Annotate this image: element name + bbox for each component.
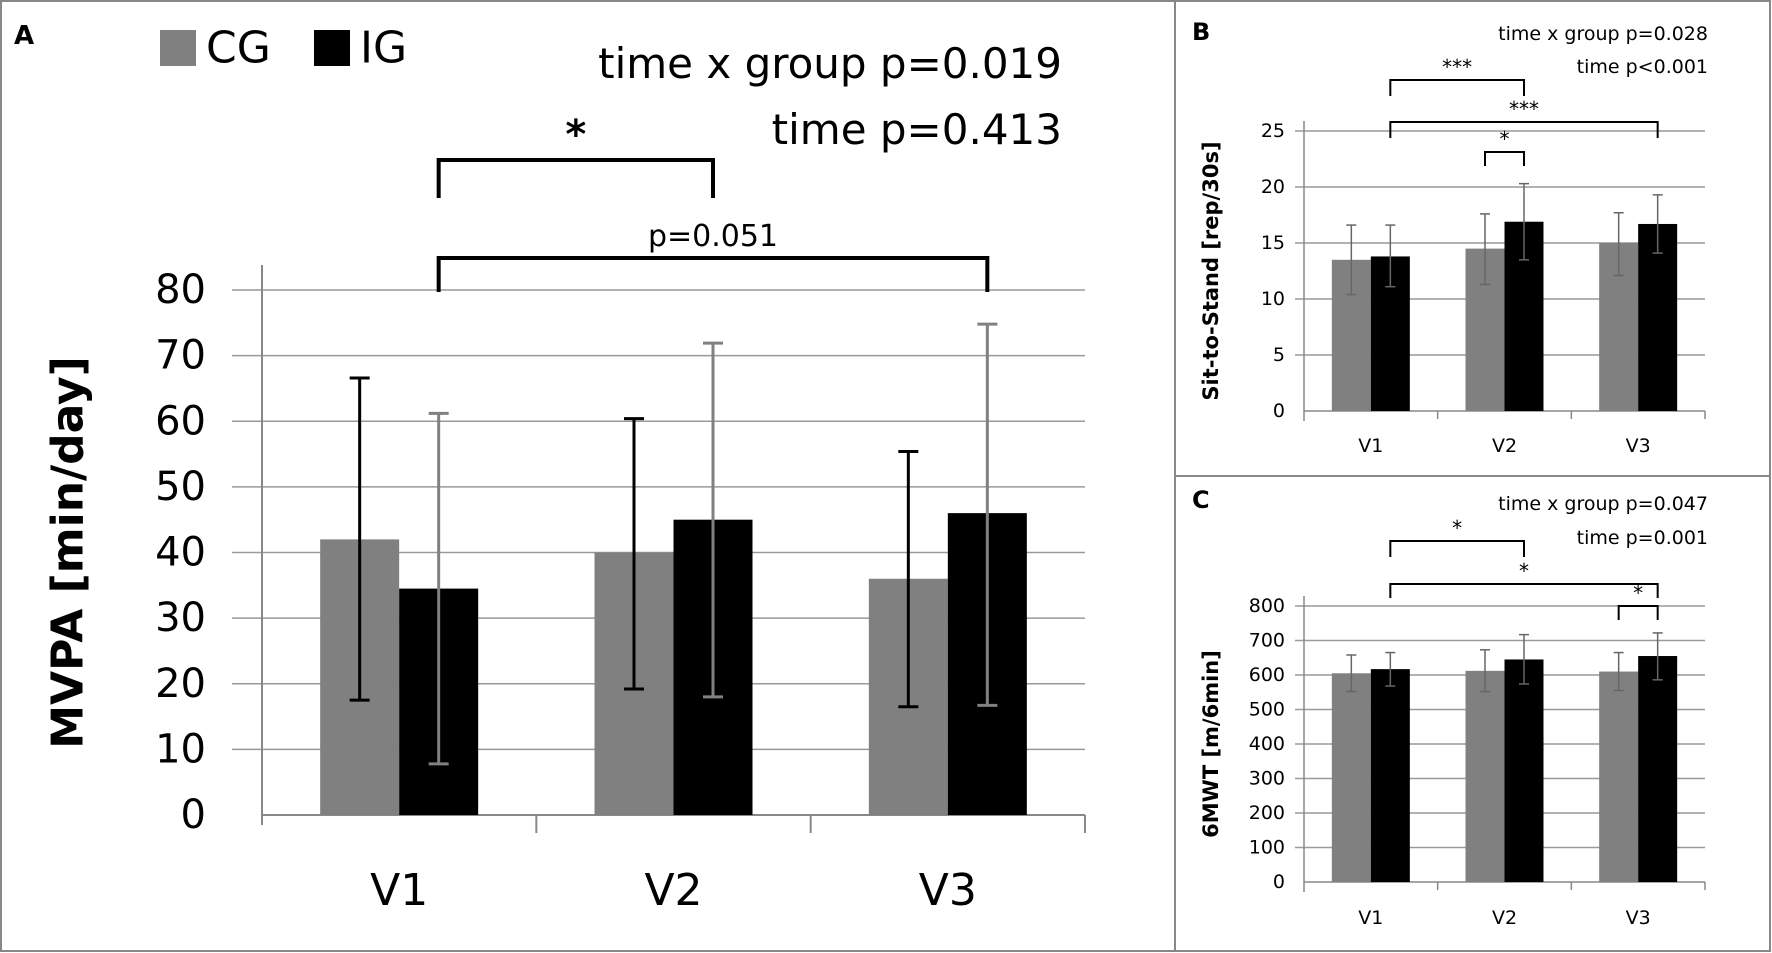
x-tick-label-v2: V2 [1492,907,1517,929]
y-tick-label: 500 [1249,699,1285,721]
bar-ig-v1 [1370,669,1410,882]
y-tick-label: 100 [1249,837,1285,859]
legend-label-cg: CG [206,23,271,74]
y-tick-label: 10 [1261,288,1285,310]
y-tick-label: 0 [1273,400,1285,422]
y-tick-label: 60 [155,398,206,444]
x-tick-label-v3: V3 [919,865,977,916]
stat-text: time p<0.001 [1577,56,1708,78]
significance-bracket [1617,605,1659,620]
y-tick-label: 0 [1273,871,1285,893]
y-tick-label: 20 [1261,176,1285,198]
y-tick-label: 40 [155,530,206,576]
significance-label: * [565,112,586,158]
y-tick-label: 20 [155,661,206,707]
x-tick-label-v1: V1 [370,865,428,916]
bar-cg-v1 [1331,673,1371,882]
panel-b-letter: B [1192,18,1210,46]
y-tick-label: 300 [1249,768,1285,790]
significance-bracket [1389,583,1659,598]
stat-text: time p=0.001 [1577,527,1708,549]
stat-text: time x group p=0.028 [1498,23,1708,45]
legend-swatch-ig [314,30,350,66]
y-tick-label: 30 [155,595,206,641]
significance-label: * [1519,559,1529,583]
bar-ig-v3 [1638,223,1678,411]
y-tick-label: 600 [1249,664,1285,686]
significance-bracket [1484,151,1525,166]
significance-label: * [1452,516,1462,540]
stat-text: time x group p=0.019 [598,39,1062,88]
x-tick-label-v3: V3 [1626,907,1651,929]
y-tick-label: 10 [155,726,206,772]
y-tick-label: 70 [155,333,206,379]
significance-bracket [1389,121,1659,138]
panel-a: A 0 10 20 30 40 50 60 70 80 V1 V2 V3 MVPA [min/day] ti… [14,21,1086,916]
significance-bracket [436,256,990,292]
bar-ig-v2 [1504,659,1544,882]
bar-cg-v3 [1599,671,1639,882]
y-axis-title: 6MWT [m/6min] [1199,650,1223,838]
y-tick-label: 200 [1249,802,1285,824]
stat-text: time p=0.413 [772,105,1062,154]
stat-text: time x group p=0.047 [1498,493,1708,515]
bar-ig-v3 [1638,656,1678,882]
y-tick-label: 800 [1249,595,1285,617]
y-tick-label: 50 [155,464,206,510]
panel-c: C 0 100 200 300 400 500 600 700 800 V1 V2 V3 6MWT [m/… [1192,486,1708,929]
y-axis-title: MVPA [min/day] [43,356,94,748]
y-axis-title: Sit-to-Stand [rep/30s] [1199,141,1223,400]
y-tick-label: 5 [1273,344,1285,366]
x-tick-label-v1: V1 [1358,907,1383,929]
bar-cg-v2 [1465,670,1505,882]
significance-label: *** [1509,97,1539,121]
significance-label: p=0.051 [648,219,778,254]
y-tick-label: 25 [1261,120,1285,142]
significance-label: * [1633,581,1643,605]
significance-bracket [436,158,715,198]
y-tick-label: 80 [155,267,206,313]
x-tick-label-v2: V2 [644,865,702,916]
panel-c-letter: C [1192,486,1210,514]
significance-label: * [1500,127,1510,151]
significance-label: *** [1442,55,1472,79]
panel-a-letter: A [14,21,34,51]
legend-label-ig: IG [360,23,407,74]
panel-b: B 0 5 10 15 20 25 V1 V2 V3 Sit-to-Stand [rep/30s] t… [1192,18,1708,457]
y-tick-label: 15 [1261,232,1285,254]
significance-bracket [1389,79,1525,96]
x-tick-label-v2: V2 [1492,435,1517,457]
legend-swatch-cg [160,30,196,66]
significance-bracket [1389,540,1525,557]
y-tick-label: 0 [181,792,206,838]
y-tick-label: 400 [1249,733,1285,755]
x-tick-label-v3: V3 [1626,435,1651,457]
x-tick-label-v1: V1 [1358,435,1383,457]
y-tick-label: 700 [1249,630,1285,652]
